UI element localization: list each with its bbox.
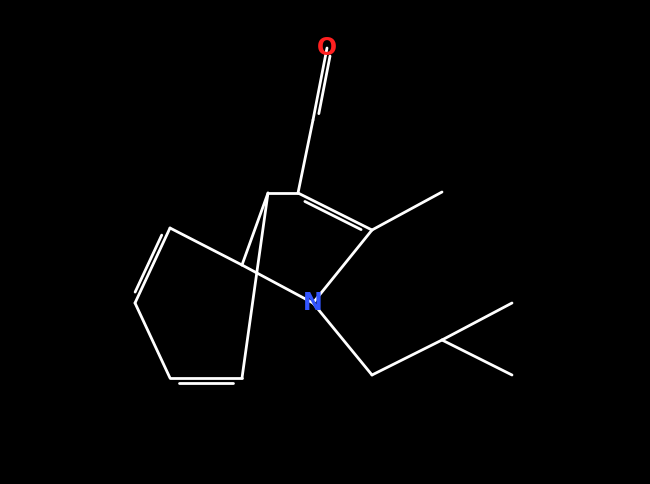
Text: O: O: [317, 36, 337, 60]
Text: N: N: [303, 291, 323, 315]
